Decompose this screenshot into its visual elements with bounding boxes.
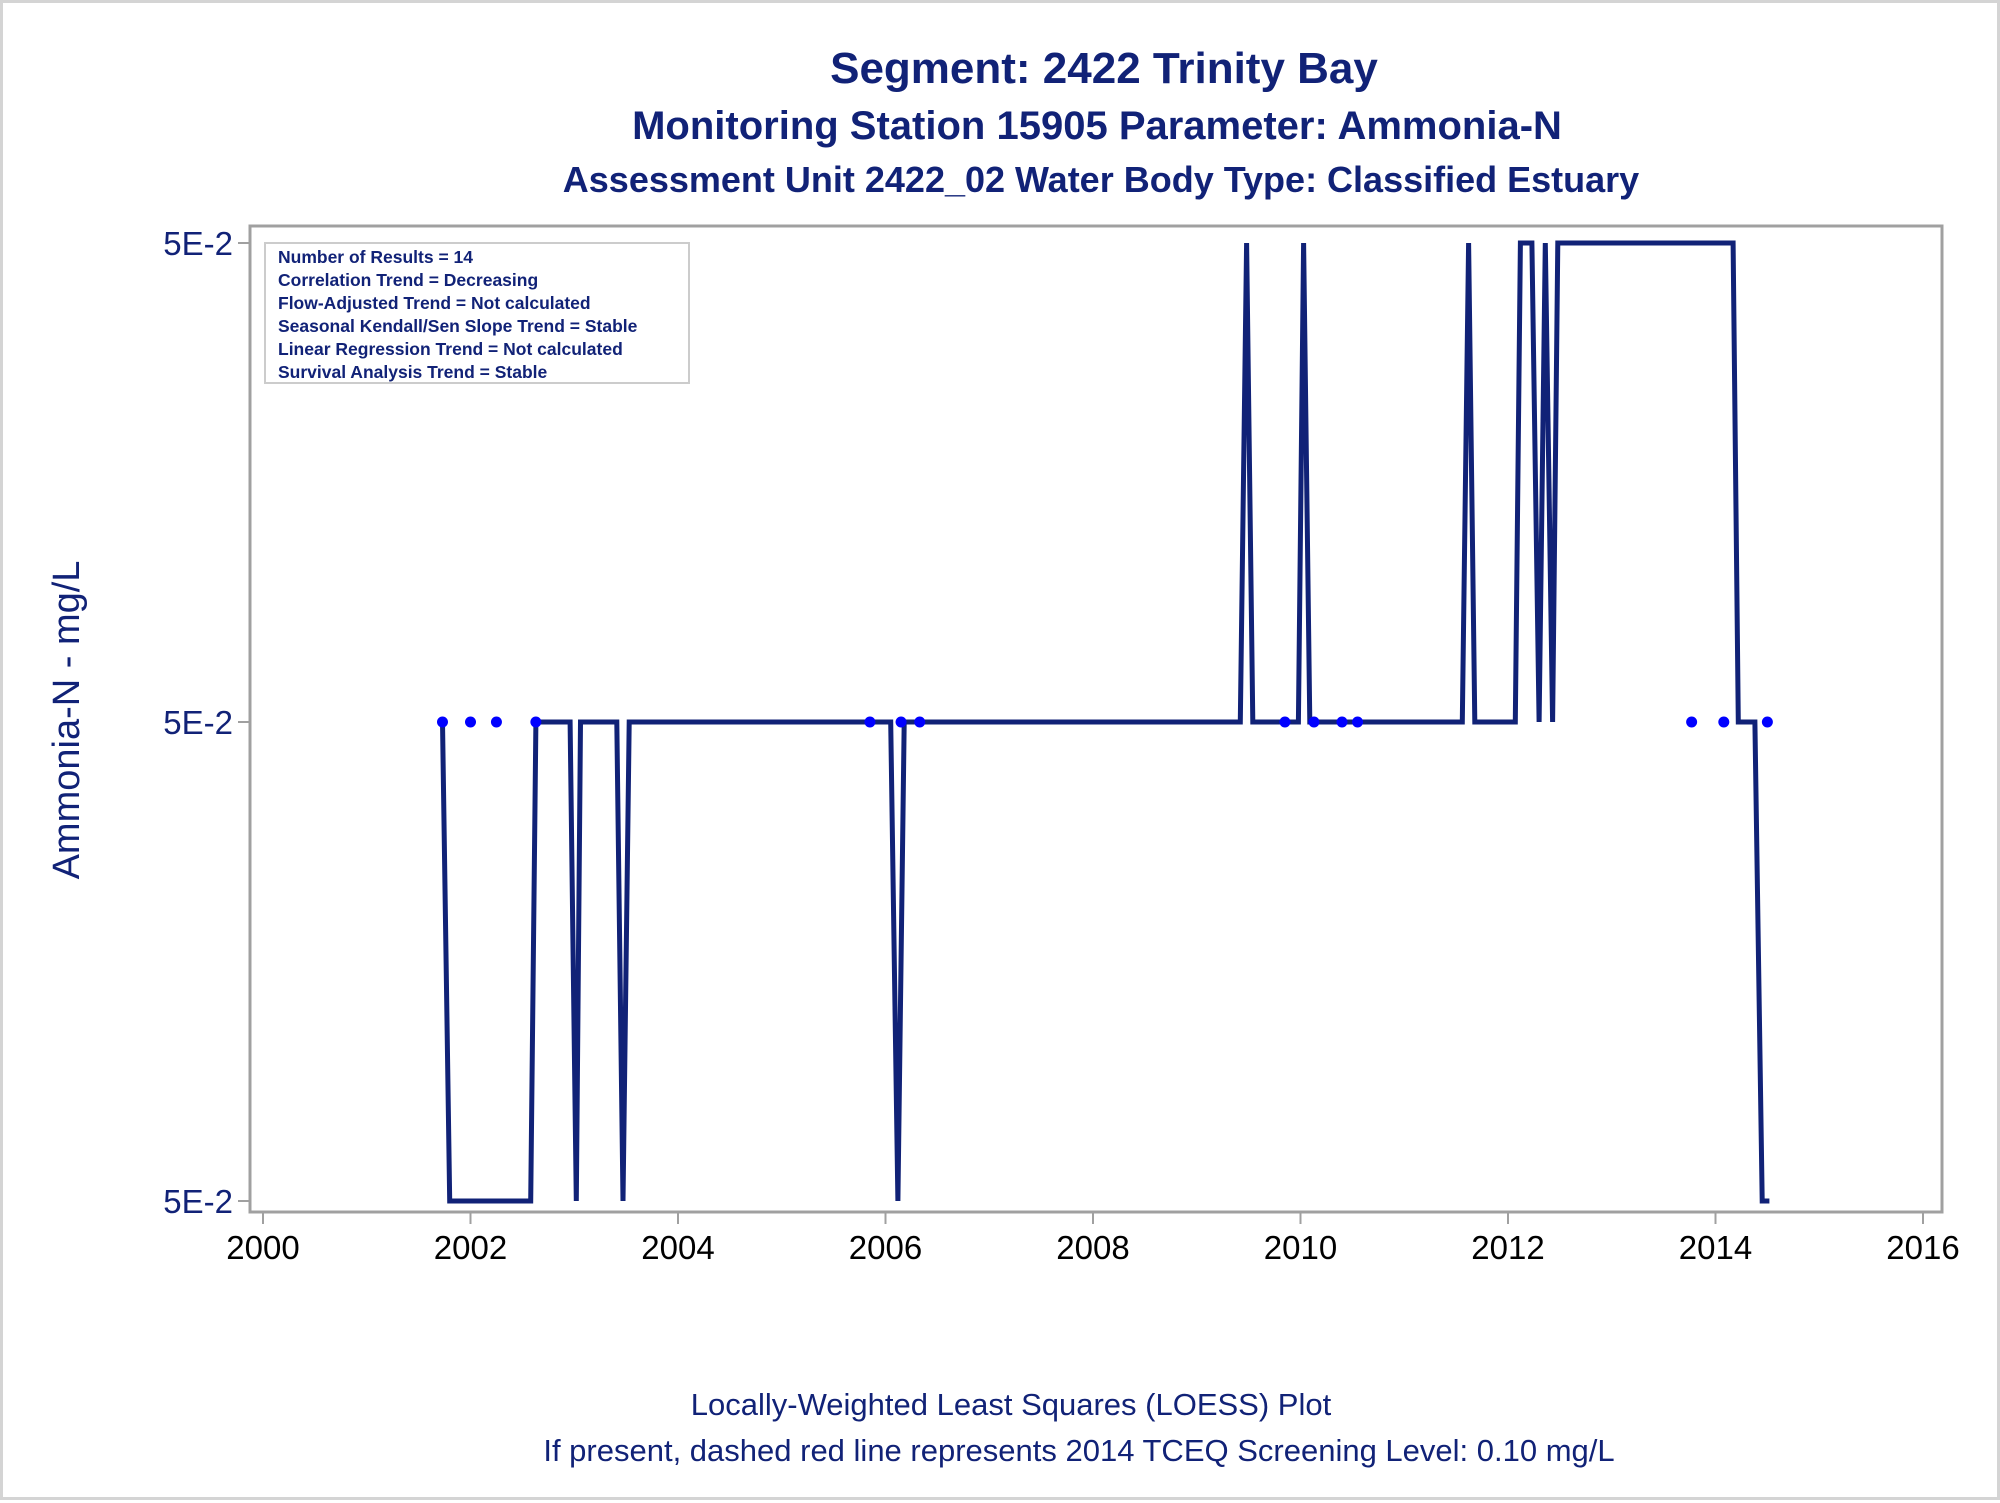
observation-point <box>914 716 926 728</box>
y-tick-label: 5E-2 <box>163 225 233 262</box>
chart-subtitle: Monitoring Station 15905 Parameter: Ammo… <box>632 104 1562 148</box>
x-tick-label: 2016 <box>1886 1229 1959 1266</box>
chart-subtitle-2: Assessment Unit 2422_02 Water Body Type:… <box>563 159 1639 200</box>
footnote-screening-level: If present, dashed red line represents 2… <box>543 1433 1614 1468</box>
x-axis: 2000 2002 2004 2006 2008 2010 2012 2014 2016 <box>226 1212 1960 1266</box>
observation-point <box>1336 716 1348 728</box>
observation-point <box>490 716 502 728</box>
stat-correlation-trend: Correlation Trend = Decreasing <box>278 270 538 290</box>
observation-point <box>895 716 907 728</box>
chart-title: Segment: 2422 Trinity Bay <box>830 44 1378 93</box>
x-tick-label: 2012 <box>1471 1229 1544 1266</box>
x-tick-label: 2006 <box>849 1229 922 1266</box>
observation-point <box>436 716 448 728</box>
y-tick-label: 5E-2 <box>163 704 233 741</box>
statistics-box: Number of Results = 14 Correlation Trend… <box>264 242 690 384</box>
x-tick-label: 2000 <box>226 1229 299 1266</box>
stat-seasonal-kendall-trend: Seasonal Kendall/Sen Slope Trend = Stabl… <box>278 316 638 336</box>
stat-linear-regression-trend: Linear Regression Trend = Not calculated <box>278 339 623 359</box>
footnote-loess: Locally-Weighted Least Squares (LOESS) P… <box>691 1387 1332 1422</box>
x-tick-label: 2004 <box>641 1229 714 1266</box>
stat-number-of-results: Number of Results = 14 <box>278 247 473 267</box>
stat-survival-analysis-trend: Survival Analysis Trend = Stable <box>278 362 548 382</box>
x-tick-label: 2014 <box>1679 1229 1752 1266</box>
chart-svg: Segment: 2422 Trinity Bay Monitoring Sta… <box>46 44 1960 1468</box>
stat-flow-adjusted-trend: Flow-Adjusted Trend = Not calculated <box>278 293 591 313</box>
x-tick-label: 2010 <box>1264 1229 1337 1266</box>
loess-line <box>440 240 1770 1204</box>
x-tick-label: 2008 <box>1056 1229 1129 1266</box>
statistics-box-border <box>264 242 690 384</box>
series-layer <box>436 240 1773 1204</box>
y-axis: 5E-2 5E-2 5E-2 <box>163 225 250 1220</box>
observation-point <box>1352 716 1364 728</box>
observation-point <box>864 716 876 728</box>
observation-point <box>1718 716 1730 728</box>
observation-point <box>1279 716 1291 728</box>
y-tick-label: 5E-2 <box>163 1183 233 1220</box>
x-tick-label: 2002 <box>434 1229 507 1266</box>
observation-point <box>530 716 542 728</box>
y-axis-label: Ammonia-N - mg/L <box>46 561 88 880</box>
observation-point <box>1761 716 1773 728</box>
observation-point <box>1686 716 1698 728</box>
observation-point <box>465 716 476 728</box>
observation-point <box>1308 716 1320 728</box>
